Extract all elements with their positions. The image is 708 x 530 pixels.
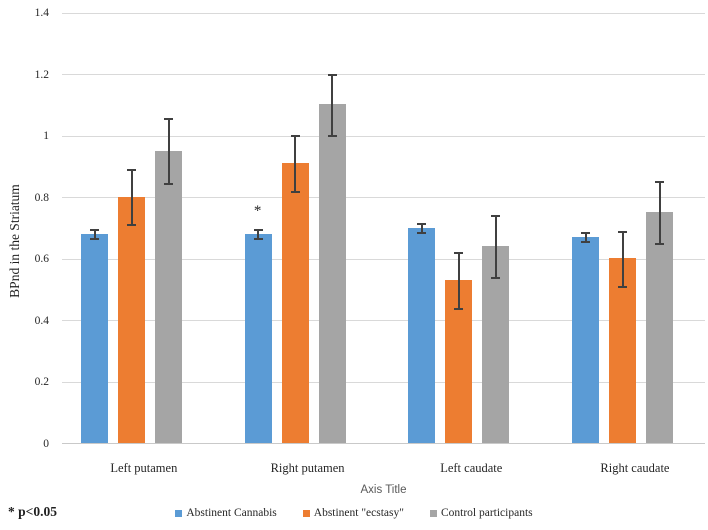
legend-marker-swatch xyxy=(175,509,183,517)
error-bar-cap xyxy=(90,238,99,241)
error-bar-cap xyxy=(164,118,173,121)
x-axis-category-label: Right caudate xyxy=(600,461,670,475)
bar-control-participants-left-putamen xyxy=(155,150,182,443)
chart-legend: Abstinent Cannabis Abstinent "ecstasy" Con… xyxy=(30,507,678,519)
bar-abstinent-ecstasy-right-caudate xyxy=(609,258,637,443)
y-axis-tick-label: 0.4 xyxy=(34,314,49,327)
error-bar-line xyxy=(167,119,170,184)
error-bar-cap xyxy=(127,224,136,227)
significance-footnote: * p<0.05 xyxy=(8,504,57,519)
legend-marker-swatch xyxy=(429,509,437,517)
bar-abstinent-cannabis-right-putamen xyxy=(244,233,272,443)
error-bar-line xyxy=(294,136,297,192)
plot-area: * xyxy=(62,12,705,444)
legend-label: Abstinent Cannabis xyxy=(186,507,277,519)
error-bar-cap xyxy=(417,232,427,235)
y-axis-tick-label: 0.8 xyxy=(34,191,49,204)
error-bar-cap xyxy=(127,169,136,172)
error-bar-line xyxy=(658,182,661,244)
gridline xyxy=(62,320,705,322)
error-bar-line xyxy=(457,253,460,309)
y-axis-tick-label: 0.2 xyxy=(34,376,49,389)
x-axis-line xyxy=(62,443,705,444)
bar-control-participants-right-caudate xyxy=(646,212,674,443)
y-axis-tick-label: 1.2 xyxy=(34,68,49,81)
bar-abstinent-cannabis-left-putamen xyxy=(81,233,108,443)
error-bar-cap xyxy=(253,229,263,232)
error-bar-line xyxy=(331,74,334,137)
gridline xyxy=(62,74,705,76)
error-bar-cap xyxy=(164,182,173,185)
x-axis-category-label: Left caudate xyxy=(440,461,503,475)
error-bar-cap xyxy=(290,190,300,193)
error-bar-cap xyxy=(581,232,591,235)
x-axis-category-label: Right putamen xyxy=(270,461,345,475)
error-bar-cap xyxy=(327,135,337,138)
error-bar-line xyxy=(420,223,423,234)
bar-control-participants-left-caudate xyxy=(482,245,510,443)
error-bar-cap xyxy=(454,307,464,310)
x-axis-title: Axis Title xyxy=(360,484,407,496)
gridline xyxy=(62,381,705,383)
error-bar-line xyxy=(621,231,624,287)
gridline xyxy=(62,135,705,137)
bar-abstinent-ecstasy-right-putamen xyxy=(281,162,309,443)
error-bar-line xyxy=(130,170,133,226)
error-bar-cap xyxy=(655,242,665,245)
legend-label: Abstinent "ecstasy" xyxy=(313,507,404,519)
error-bar-cap xyxy=(417,222,427,225)
error-bar-cap xyxy=(253,238,263,241)
significance-asterisk: * xyxy=(253,202,262,219)
legend-item-abstinent-ecstasy: Abstinent "ecstasy" xyxy=(302,507,404,519)
error-bar-cap xyxy=(90,229,99,232)
gridline xyxy=(62,12,705,14)
x-axis-category-label: Left putamen xyxy=(110,461,178,475)
legend-marker-swatch xyxy=(302,509,310,517)
legend-label: Control participants xyxy=(440,507,533,519)
y-axis-tick-label: 0.6 xyxy=(34,253,49,266)
error-bar-cap xyxy=(290,135,300,138)
y-axis-tick-label: 1.4 xyxy=(34,7,49,19)
bar-abstinent-cannabis-left-caudate xyxy=(408,227,436,443)
bar-abstinent-ecstasy-left-putamen xyxy=(118,196,145,443)
legend-item-control-participants: Control participants xyxy=(429,507,533,519)
error-bar-line xyxy=(93,230,96,240)
error-bar-line xyxy=(257,230,260,240)
gridline xyxy=(62,258,705,260)
error-bar-cap xyxy=(655,181,665,184)
y-axis-tick-label: 0 xyxy=(43,438,49,450)
bar-control-participants-right-putamen xyxy=(318,104,346,443)
error-bar-line xyxy=(584,233,587,243)
error-bar-cap xyxy=(491,215,501,218)
error-bar-cap xyxy=(618,230,628,233)
bar-abstinent-cannabis-right-caudate xyxy=(572,236,600,443)
error-bar-cap xyxy=(327,73,337,76)
legend-item-abstinent-cannabis: Abstinent Cannabis xyxy=(175,507,277,519)
error-bar-cap xyxy=(491,276,501,279)
y-axis-tick-labels: 0 0.2 0.4 0.6 0.8 1 1.2 1.4 xyxy=(0,7,49,450)
error-bar-line xyxy=(494,216,497,278)
gridline xyxy=(62,197,705,199)
error-bar-cap xyxy=(581,241,591,244)
y-axis-tick-label: 1 xyxy=(43,130,49,143)
error-bar-cap xyxy=(454,252,464,255)
error-bar-cap xyxy=(618,286,628,288)
